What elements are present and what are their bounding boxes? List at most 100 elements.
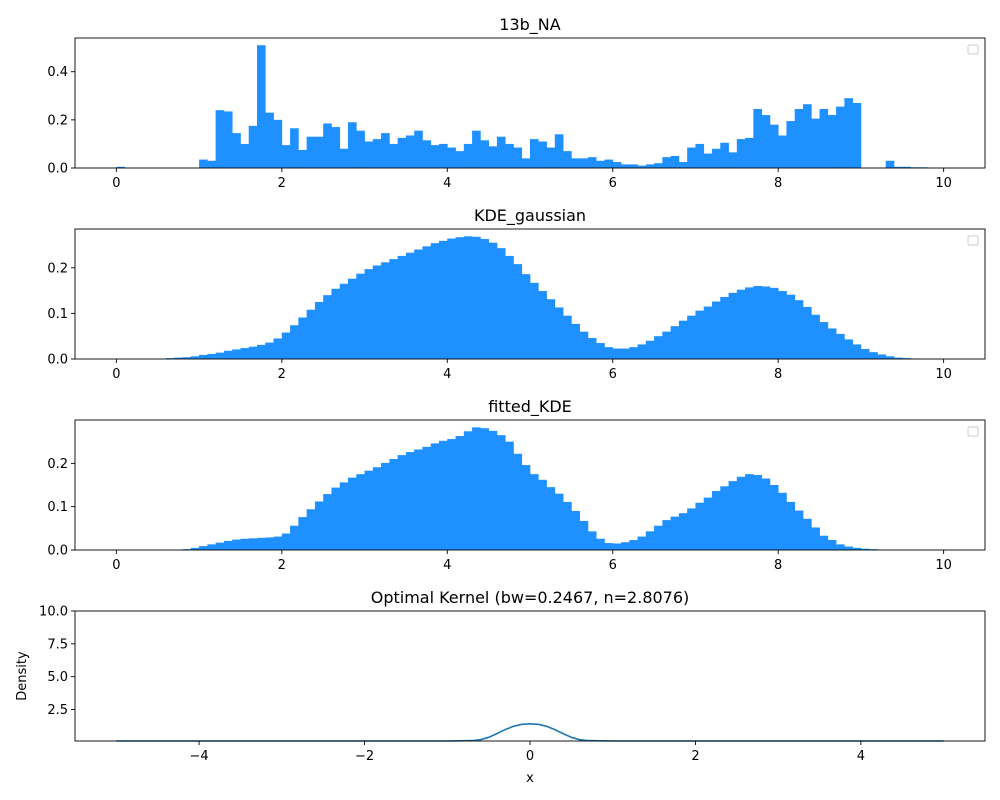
histogram-bar <box>761 115 771 168</box>
histogram-bar <box>331 288 341 359</box>
histogram-bar <box>769 287 779 359</box>
histogram-bar <box>397 255 407 359</box>
histogram-bar <box>496 136 506 168</box>
histogram-bar <box>290 325 299 359</box>
histogram-bar <box>778 492 787 550</box>
histogram-bar <box>232 539 241 550</box>
histogram-bar <box>769 485 779 550</box>
histogram-bar <box>348 122 357 168</box>
histogram-bar <box>472 236 481 359</box>
histogram-bar <box>811 118 820 168</box>
histogram-bar <box>472 130 481 168</box>
histogram-bar <box>836 106 845 168</box>
histogram-bar <box>248 125 258 168</box>
histogram-bar <box>662 520 671 550</box>
y-tick-label: 7.5 <box>47 637 68 652</box>
histogram-bar <box>695 310 705 359</box>
histogram-bar <box>372 467 382 550</box>
histogram-bar <box>381 133 390 168</box>
x-tick-label: 0 <box>112 367 120 382</box>
y-tick-label: 0.0 <box>47 162 68 177</box>
histogram-bar <box>257 344 266 359</box>
histogram-bar <box>199 159 208 168</box>
axes-frame <box>74 610 986 742</box>
legend-box <box>967 426 979 437</box>
y-tick-label: 0.2 <box>47 113 68 128</box>
histogram-bar <box>554 307 564 359</box>
histogram-bar <box>265 112 274 168</box>
histogram-bar <box>207 160 216 168</box>
histogram-bar <box>836 544 845 550</box>
histogram-bar <box>381 462 390 550</box>
histogram-bar <box>273 119 283 168</box>
x-tick-label: 0 <box>112 176 120 191</box>
histogram-bar <box>273 338 283 359</box>
histogram-bar <box>505 143 514 168</box>
histogram-bar <box>794 109 804 168</box>
histogram-bar <box>703 153 713 168</box>
histogram-bar <box>811 314 820 359</box>
histogram-bar <box>761 478 771 550</box>
histogram-bar <box>405 252 415 359</box>
histogram-bar <box>621 164 630 168</box>
histogram-bar <box>323 123 332 168</box>
histogram-bar <box>637 165 647 168</box>
histogram-bar <box>612 161 622 168</box>
y-tick-label: 2.5 <box>47 703 68 718</box>
histogram-bar <box>463 143 473 168</box>
histogram-bar <box>687 508 696 550</box>
chart-title: KDE_gaussian <box>474 206 586 226</box>
histogram-bar <box>240 143 250 168</box>
histogram-bar <box>223 111 233 168</box>
histogram-bar <box>215 542 225 550</box>
histogram-bar <box>298 317 307 359</box>
histogram-bar <box>645 531 655 550</box>
histogram-bar <box>455 151 465 168</box>
histogram-bar <box>232 349 241 359</box>
histogram-bar <box>480 140 489 168</box>
histogram-bar <box>902 166 911 168</box>
histogram-bar <box>496 435 506 550</box>
histogram-bar <box>257 45 266 168</box>
histogram-bar <box>819 109 829 168</box>
histogram-bar <box>728 292 738 359</box>
histogram-bar <box>472 427 481 550</box>
histogram-bar <box>281 533 291 550</box>
chart-title: Optimal Kernel (bw=0.2467, n=2.8076) <box>371 588 690 607</box>
histogram-bar <box>712 301 721 359</box>
histogram-bar <box>232 133 241 168</box>
histogram-bar <box>389 459 398 550</box>
histogram-bar <box>852 103 862 168</box>
histogram-bar <box>720 142 729 168</box>
histogram-bar <box>414 130 423 168</box>
x-tick-label: 10 <box>935 176 952 191</box>
histogram-bar <box>505 441 514 550</box>
histogram-bar <box>579 158 589 168</box>
y-tick-label: 0.1 <box>47 500 68 515</box>
histogram-bar <box>290 525 299 550</box>
histogram-bar <box>852 344 862 359</box>
histogram-bar <box>587 157 597 168</box>
histogram-bar <box>513 264 523 359</box>
histogram-bar <box>248 538 258 550</box>
histogram-bar <box>447 439 456 550</box>
histogram-bar <box>530 139 539 168</box>
histogram-bar <box>670 155 680 168</box>
histogram-bar <box>753 286 762 359</box>
histogram-bar <box>637 344 647 359</box>
histogram-bar <box>753 109 762 168</box>
histogram-bar <box>397 137 407 168</box>
histogram-bar <box>248 346 258 359</box>
y-axis-label: Density <box>15 651 30 701</box>
histogram-bar <box>869 352 878 359</box>
histogram-bar <box>372 139 382 168</box>
histogram-bar <box>894 357 903 359</box>
legend-box <box>967 235 979 246</box>
histogram-bar <box>306 509 316 550</box>
histogram-bar <box>736 476 746 550</box>
histogram-bar <box>414 249 423 359</box>
x-tick-label: 2 <box>278 367 286 382</box>
histogram-bar <box>654 525 663 550</box>
histogram-bar <box>521 274 531 359</box>
